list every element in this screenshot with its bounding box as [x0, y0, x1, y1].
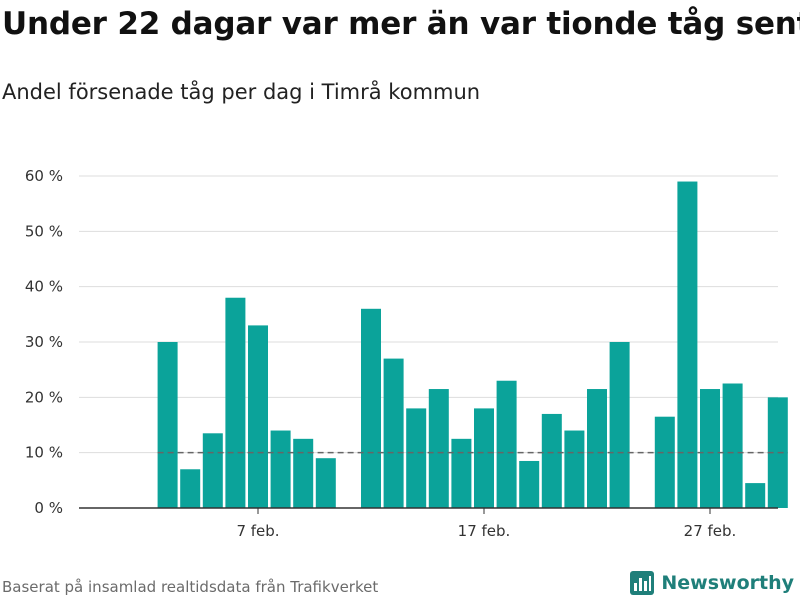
bar: [202, 433, 223, 508]
brand-logo: Newsworthy: [629, 570, 794, 596]
y-tick-label: 0 %: [34, 499, 63, 517]
bar: [180, 469, 201, 508]
bar: [406, 408, 427, 508]
bar: [474, 408, 494, 508]
x-tick-label: 17 feb.: [458, 522, 511, 540]
x-tick-label: 27 feb.: [684, 522, 737, 540]
y-tick-label: 20 %: [25, 388, 63, 406]
source-note: Baserat på insamlad realtidsdata från Tr…: [2, 578, 379, 596]
bar: [293, 438, 314, 508]
bar: [225, 297, 246, 508]
x-tick-label: 7 feb.: [236, 522, 279, 540]
bar: [496, 380, 517, 508]
chart-subtitle: Andel försenade tåg per dag i Timrå komm…: [2, 80, 481, 104]
bar: [564, 430, 585, 508]
y-tick-label: 30 %: [25, 333, 63, 351]
bar: [722, 383, 743, 508]
y-tick-label: 50 %: [25, 222, 63, 240]
bar: [451, 438, 472, 508]
brand-name: Newsworthy: [661, 572, 794, 594]
bar: [519, 460, 540, 508]
chart-title: Under 22 dagar var mer än var tionde tåg…: [2, 6, 800, 42]
bar: [700, 389, 720, 508]
bar: [677, 181, 698, 509]
bar: [315, 458, 336, 508]
bar: [248, 325, 268, 508]
bar: [157, 342, 178, 508]
y-tick-label: 40 %: [25, 278, 63, 296]
y-tick-label: 60 %: [25, 167, 63, 185]
bar: [587, 389, 607, 508]
bar: [654, 416, 675, 508]
y-tick-label: 10 %: [25, 444, 63, 462]
bar: [270, 430, 291, 508]
bar: [428, 389, 449, 508]
bar: [383, 358, 404, 508]
bar: [541, 413, 562, 508]
newsworthy-logo-icon: [630, 571, 655, 595]
bar: [609, 342, 630, 508]
bar: [745, 483, 766, 508]
bar: [361, 308, 381, 508]
